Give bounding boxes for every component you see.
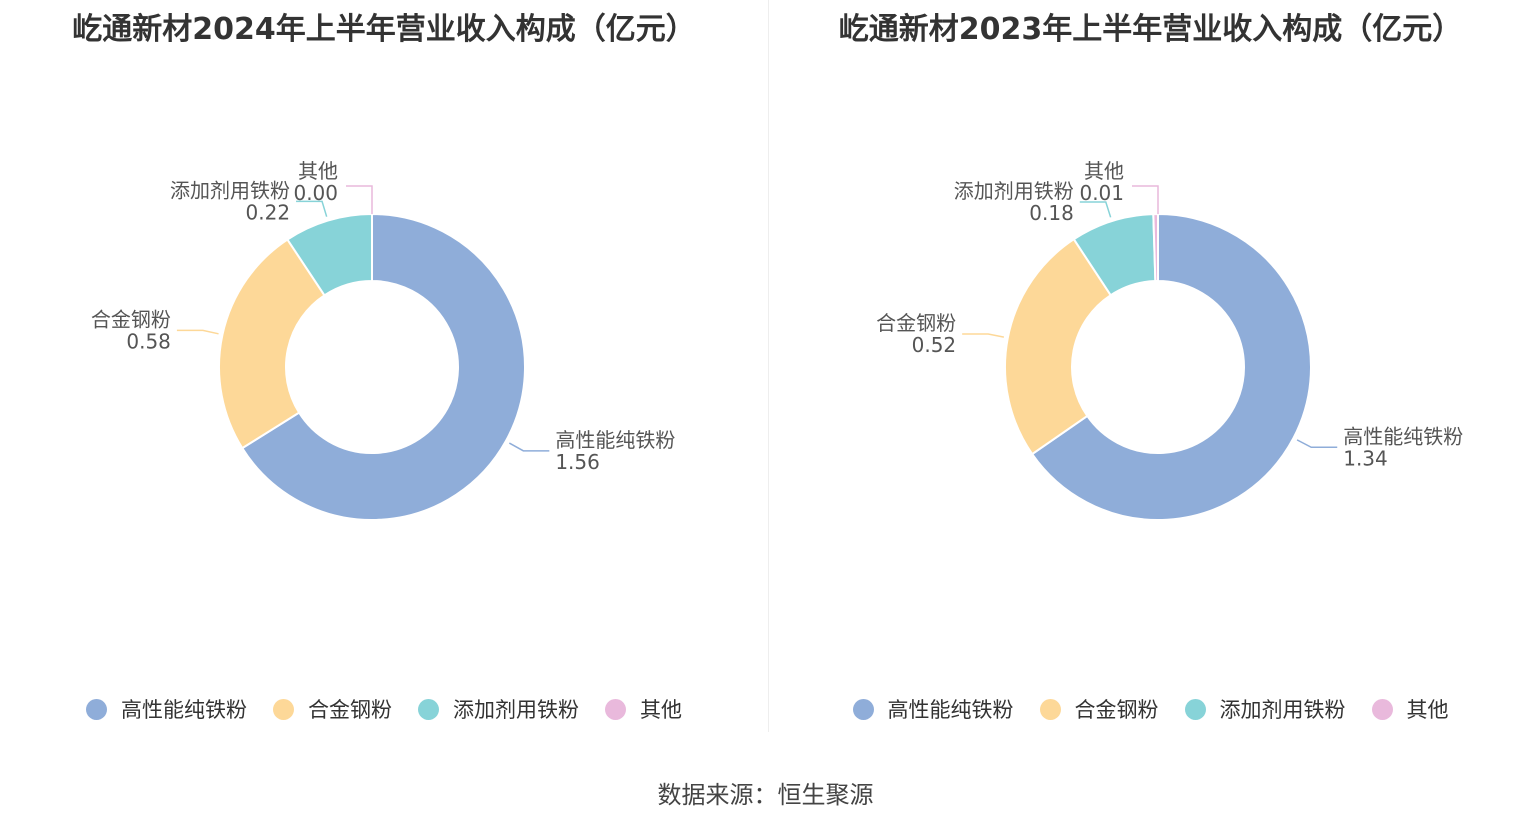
slice-value-label: 0.52	[912, 333, 957, 357]
legend-item[interactable]: 添加剂用铁粉	[418, 694, 579, 724]
legend-item[interactable]: 其他	[605, 694, 682, 724]
circle-dot-icon	[1039, 698, 1061, 720]
legend-item[interactable]: 高性能纯铁粉	[852, 694, 1014, 724]
legend-item[interactable]: 其他	[1371, 694, 1449, 724]
legend-2023: 高性能纯铁粉 合金钢粉 添加剂用铁粉 其他	[770, 694, 1531, 724]
circle-dot-icon	[1184, 698, 1206, 720]
legend-label: 添加剂用铁粉	[1219, 698, 1346, 722]
slice-name-label: 高性能纯铁粉	[555, 428, 675, 452]
slice-value-label: 0.18	[1029, 201, 1074, 225]
slice-value-label: 0.00	[293, 181, 338, 205]
circle-dot-icon	[605, 698, 626, 720]
legend-2024: 高性能纯铁粉 合金钢粉 添加剂用铁粉 其他	[0, 694, 768, 724]
slice-value-label: 1.56	[555, 450, 600, 474]
slice-value-label: 1.34	[1343, 446, 1388, 470]
donut-slice-slice-3[interactable]	[1152, 212, 1159, 283]
leader-line-slice-0	[1296, 439, 1338, 449]
legend-label: 添加剂用铁粉	[453, 698, 579, 722]
slice-name-label: 其他	[1084, 159, 1124, 183]
legend-label: 其他	[640, 698, 682, 722]
legend-item[interactable]: 高性能纯铁粉	[86, 694, 247, 724]
legend-item[interactable]: 合金钢粉	[273, 694, 392, 724]
slice-name-label: 添加剂用铁粉	[170, 178, 290, 202]
leader-line-slice-3	[1132, 185, 1159, 214]
circle-dot-icon	[1371, 698, 1393, 720]
legend-label: 其他	[1406, 698, 1449, 722]
circle-dot-icon	[273, 698, 294, 720]
legend-item[interactable]: 合金钢粉	[1039, 694, 1159, 724]
leader-line-slice-1	[176, 329, 219, 335]
donut-slice-slice-1[interactable]	[218, 238, 326, 450]
legend-label: 高性能纯铁粉	[121, 698, 247, 722]
circle-dot-icon	[852, 698, 874, 720]
legend-label: 合金钢粉	[308, 698, 392, 722]
slice-name-label: 合金钢粉	[876, 311, 956, 335]
donut-slice-slice-0[interactable]	[240, 212, 526, 521]
leader-line-slice-2	[1079, 201, 1112, 218]
slice-name-label: 合金钢粉	[91, 307, 171, 331]
slice-value-label: 0.01	[1079, 181, 1124, 205]
chart-title-2023: 屹通新材2023年上半年营业收入构成（亿元）	[838, 12, 1463, 47]
chart-panel-2024: 屹通新材2024年上半年营业收入构成（亿元） 高性能纯铁粉 1.56 合金钢粉 0.5…	[0, 0, 768, 740]
legend-label: 高性能纯铁粉	[887, 698, 1014, 722]
slice-value-label: 0.58	[126, 329, 171, 353]
circle-dot-icon	[418, 698, 439, 720]
leader-line-slice-1	[962, 333, 1005, 338]
slice-name-label: 添加剂用铁粉	[954, 179, 1074, 203]
legend-label: 合金钢粉	[1074, 698, 1159, 722]
panel-divider	[768, 0, 769, 732]
donut-slice-slice-0[interactable]	[1030, 212, 1312, 521]
leader-line-slice-0	[508, 442, 550, 452]
slice-value-label: 0.22	[246, 200, 291, 224]
circle-dot-icon	[86, 698, 107, 720]
data-source-note: 数据来源：恒生聚源	[657, 781, 874, 809]
donut-slice-slice-1[interactable]	[1004, 237, 1113, 456]
slice-name-label: 其他	[298, 159, 338, 183]
leader-line-slice-3	[346, 185, 373, 214]
legend-item[interactable]: 添加剂用铁粉	[1184, 694, 1346, 724]
slice-name-label: 高性能纯铁粉	[1343, 424, 1463, 448]
chart-title-2024: 屹通新材2024年上半年营业收入构成（亿元）	[72, 12, 696, 47]
chart-panel-2023: 屹通新材2023年上半年营业收入构成（亿元） 高性能纯铁粉 1.34 合金钢粉 0.5…	[770, 0, 1531, 740]
leader-line-slice-2	[296, 200, 328, 217]
